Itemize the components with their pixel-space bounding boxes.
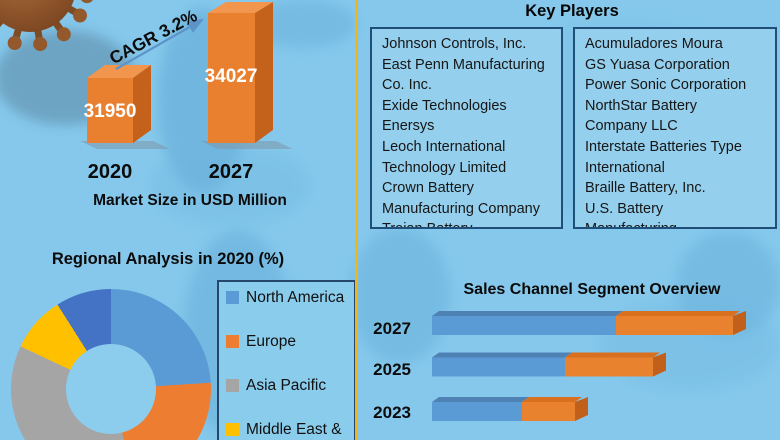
- key-players-line: Power Sonic Corporation: [585, 77, 747, 94]
- key-players-line: GS Yuasa Corporation: [585, 56, 730, 73]
- legend-swatch: [226, 291, 239, 304]
- section-divider: [355, 0, 358, 440]
- market-size-caption: Market Size in USD Million: [93, 192, 287, 209]
- key-players-line: Johnson Controls, Inc.: [382, 36, 527, 52]
- key-players-line: Manufacturing: [585, 219, 771, 227]
- legend-swatch: [226, 379, 239, 392]
- key-players-line: Technology Limited: [382, 159, 507, 176]
- bar-2027: [208, 2, 273, 143]
- legend-label: Europe: [246, 333, 296, 350]
- legend-label: Asia Pacific: [246, 377, 327, 394]
- sales-bar-segment: [653, 352, 666, 377]
- sales-bar-segment: [616, 316, 733, 335]
- legend-item: North America: [226, 288, 354, 332]
- key-players-line: Trojan Battery: [382, 219, 557, 227]
- sales-bar-segment: [432, 311, 623, 316]
- key-players-title: Key Players: [525, 2, 619, 20]
- legend-item: Europe: [226, 332, 354, 376]
- map-blob: [350, 228, 450, 363]
- sales-bar-segment: [616, 311, 740, 316]
- regional-legend: North America Europe Asia Pacific Middle…: [217, 280, 356, 440]
- key-players-line: Interstate Batteries Type: [585, 138, 742, 155]
- year-label: 2025: [373, 360, 411, 379]
- sales-bar-segment: [565, 357, 653, 377]
- sales-bar-segment: [432, 357, 565, 377]
- year-label: 2023: [373, 403, 411, 422]
- bar-2020-value: 31950: [84, 101, 137, 122]
- market-size-chart: CAGR 3.2% 31950 34027 2020 2027 Market S…: [80, 2, 293, 209]
- regional-analysis-title: Regional Analysis in 2020 (%): [51, 250, 285, 268]
- legend-label: North America: [246, 289, 345, 306]
- sales-bar-segment: [432, 352, 572, 358]
- legend-label: Middle East &: [246, 421, 342, 438]
- sales-bars: [432, 311, 746, 421]
- bar-2027-value: 34027: [205, 66, 258, 87]
- map-blob: [150, 145, 310, 225]
- year-label: 2027: [373, 319, 411, 338]
- sales-bar-segment: [565, 352, 660, 358]
- key-players-line: Acumuladores Moura: [585, 36, 723, 52]
- key-players-line: NorthStar Battery: [585, 97, 698, 114]
- cagr-arrow: [115, 18, 204, 70]
- key-players-line: International: [585, 159, 665, 176]
- key-players-line: Exide Technologies: [382, 97, 507, 114]
- sales-bar-segment: [575, 397, 588, 421]
- bar-2027-year-label: 2027: [209, 161, 254, 183]
- legend-item: Asia Pacific: [226, 376, 354, 420]
- regional-donut-chart: [11, 289, 211, 440]
- sales-channel-title: Sales Channel Segment Overview: [463, 281, 721, 298]
- legend-swatch: [226, 423, 239, 436]
- bar-2020-year-label: 2020: [88, 161, 133, 183]
- key-players-line: Manufacturing Company: [382, 200, 540, 217]
- legend-swatch: [226, 335, 239, 348]
- cagr-label: CAGR 3.2%: [106, 5, 201, 68]
- sales-channel-chart: 2027 2025 2023: [373, 311, 746, 422]
- key-players-box-right: Acumuladores Moura GS Yuasa Corporation …: [573, 27, 777, 229]
- bar-2020: [87, 65, 151, 143]
- legend-item: Middle East &: [226, 420, 354, 440]
- sales-bar-segment: [432, 397, 529, 402]
- key-players-line: East Penn Manufacturing: [382, 56, 545, 73]
- key-players-line: Leoch International: [382, 138, 506, 155]
- sales-bar-segment: [432, 402, 522, 421]
- sales-bar-segment: [522, 402, 575, 421]
- key-players-line: Braille Battery, Inc.: [585, 180, 706, 197]
- sales-bar-segment: [522, 397, 582, 402]
- key-players-box-left: Johnson Controls, Inc. East Penn Manufac…: [370, 27, 563, 229]
- key-players-line: Enersys: [382, 118, 435, 135]
- key-players-line: U.S. Battery: [585, 200, 664, 217]
- sales-bar-segment: [432, 316, 616, 335]
- key-players-line: Company LLC: [585, 118, 678, 135]
- key-players-line: Crown Battery: [382, 180, 474, 197]
- sales-bar-segment: [733, 311, 746, 335]
- key-players-line: Co. Inc.: [382, 77, 432, 94]
- coronavirus-icon: [0, 0, 93, 52]
